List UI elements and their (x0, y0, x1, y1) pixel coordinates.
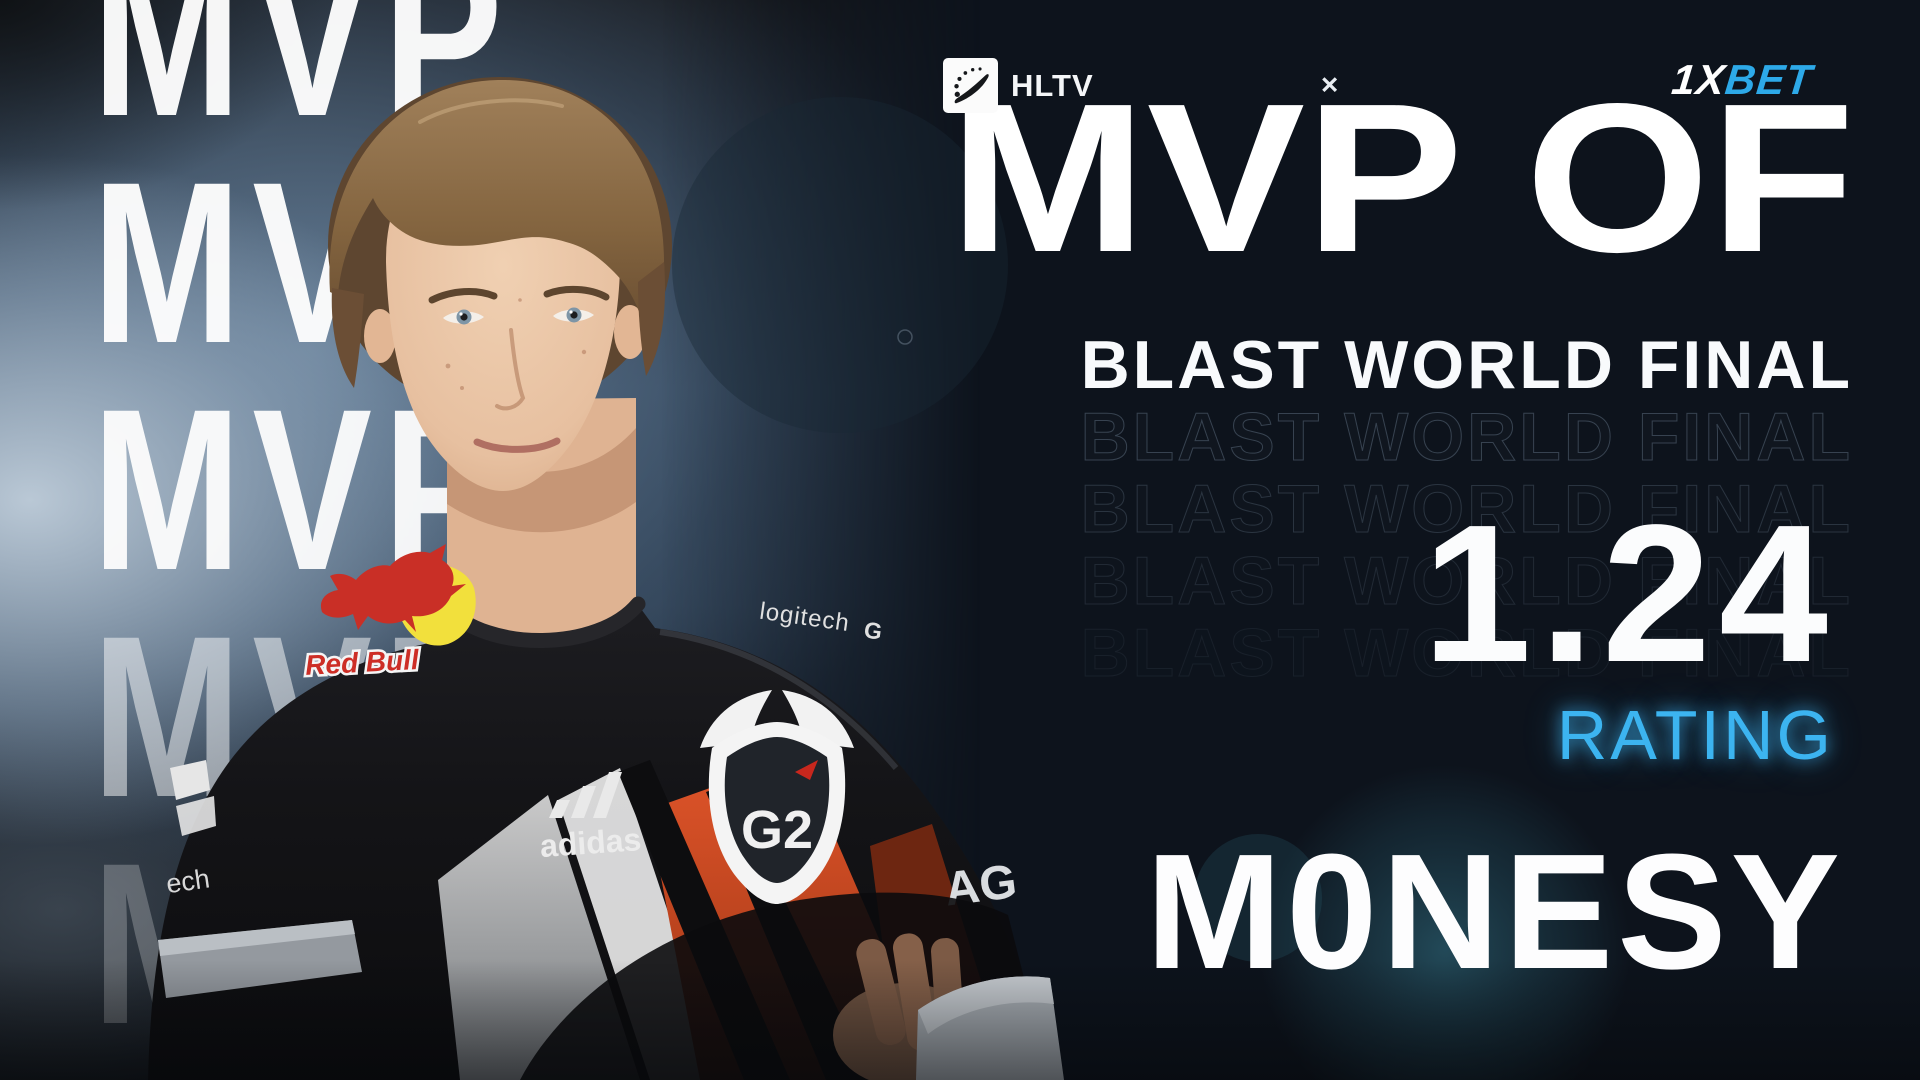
adidas-stripe (549, 800, 570, 818)
redbull-bull-icon (320, 544, 466, 632)
redbull-logo: Red Bull (302, 544, 476, 683)
g2-horn-left (700, 690, 772, 748)
g2-horn-right (782, 690, 854, 748)
event-name: BLAST WORLD FINAL (1080, 327, 1853, 403)
player-hair (329, 79, 665, 352)
sleeve-logo-fragment (176, 796, 216, 836)
redbull-text: Red Bull (304, 644, 420, 681)
sleeve-text-fragment: ech (164, 863, 211, 899)
player-hair-side (638, 262, 666, 376)
sleeve-sponsor-left: ech (164, 760, 216, 899)
sleeve-logo-fragment (170, 760, 210, 800)
player-ear (364, 309, 396, 363)
adidas-logo: adidas (539, 772, 643, 864)
event-name-ghost: BLAST WORLD FINAL (1080, 615, 1853, 691)
jersey-shoulder-highlight (659, 629, 899, 770)
1xbet-prefix: 1X (1669, 56, 1728, 103)
decorative-ring (897, 329, 913, 345)
g2-logo: G2 (700, 690, 854, 904)
player-name: M0NESY (1145, 820, 1844, 1003)
event-name-ghost: BLAST WORLD FINAL (1080, 399, 1853, 475)
player-freckles (445, 298, 587, 390)
adidas-stripe (571, 786, 596, 818)
1xbet-suffix: BET (1722, 56, 1815, 103)
player-hair-side (331, 288, 364, 388)
decorative-circle (672, 97, 1008, 433)
rating-value: 1.24 (1422, 484, 1836, 703)
rating-label: RATING (1556, 696, 1834, 774)
player-eyes (443, 307, 594, 325)
hltv-label: HLTV (1011, 67, 1094, 103)
event-name-ghost: BLAST WORLD FINAL (1080, 543, 1853, 619)
player-eyebrow (428, 287, 498, 304)
player-hair-highlight (418, 98, 564, 124)
adidas-text: adidas (539, 821, 643, 864)
player-neck-shadow (447, 428, 636, 533)
adidas-stripe (593, 772, 622, 818)
player-mouth (473, 437, 561, 453)
player-nose (495, 328, 526, 411)
g2-text: G2 (741, 800, 813, 860)
logitech-text: logitech (758, 598, 852, 637)
1xbet-logo: 1XBET (1669, 56, 1814, 104)
player-ear (614, 305, 646, 359)
player-eyebrow (543, 286, 610, 301)
headline-title: MVP OF (949, 59, 1855, 296)
event-name-ghost: BLAST WORLD FINAL (1080, 471, 1853, 547)
hltv-logo: HLTV (943, 58, 1094, 113)
logitech-g-icon: G (862, 616, 883, 644)
g2-red-accent (795, 760, 818, 780)
cross-separator-icon: ✕ (1319, 72, 1340, 99)
hltv-gauge-icon (954, 67, 989, 104)
logitech-logo: logitech G (758, 598, 884, 645)
hltv-icon (943, 58, 998, 113)
